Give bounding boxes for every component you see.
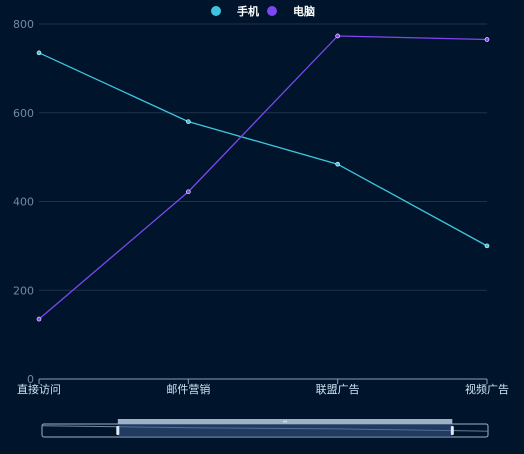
x-tick-label: 邮件营销 xyxy=(166,382,210,396)
y-tick-label: 400 xyxy=(13,196,34,209)
zoom-end-handle[interactable] xyxy=(450,426,454,435)
x-tick-label: 直接访问 xyxy=(17,382,61,396)
zoom-start-handle[interactable] xyxy=(116,426,120,435)
zoom-move-handle-icon[interactable]: ⇔ xyxy=(283,419,287,425)
zoom-move-handle[interactable] xyxy=(117,419,453,424)
data-point[interactable] xyxy=(36,316,42,322)
data-zoom-slider[interactable]: ⇔ xyxy=(41,419,489,438)
data-point[interactable] xyxy=(335,161,340,167)
data-point[interactable] xyxy=(484,37,490,42)
x-tick-label: 联盟广告 xyxy=(316,383,360,396)
axis-layer: 0 200 400 600 800 直接访问 邮件营销 联盟广告 视频广告 xyxy=(13,18,509,396)
data-point[interactable] xyxy=(484,243,490,249)
y-tick-label: 200 xyxy=(13,284,34,297)
x-tick-label: 视频广告 xyxy=(465,382,509,396)
data-point[interactable] xyxy=(186,189,191,195)
y-tick-label: 800 xyxy=(13,18,34,31)
data-point[interactable] xyxy=(36,50,42,56)
data-point[interactable] xyxy=(335,33,340,39)
series-layer xyxy=(36,33,490,322)
legend-label[interactable]: 电脑 xyxy=(293,4,315,18)
series-line-0 xyxy=(38,52,488,247)
legend[interactable]: 手机 电脑 xyxy=(211,4,315,18)
legend-label[interactable]: 手机 xyxy=(237,4,259,18)
grid-layer xyxy=(39,23,487,291)
legend-marker[interactable] xyxy=(211,6,221,16)
y-tick-label: 600 xyxy=(13,107,34,120)
series-line-1 xyxy=(38,35,488,320)
data-point[interactable] xyxy=(186,119,191,124)
y-tick-label: 0 xyxy=(27,373,34,386)
zoom-selected-range[interactable] xyxy=(117,424,453,437)
legend-marker[interactable] xyxy=(267,6,277,16)
